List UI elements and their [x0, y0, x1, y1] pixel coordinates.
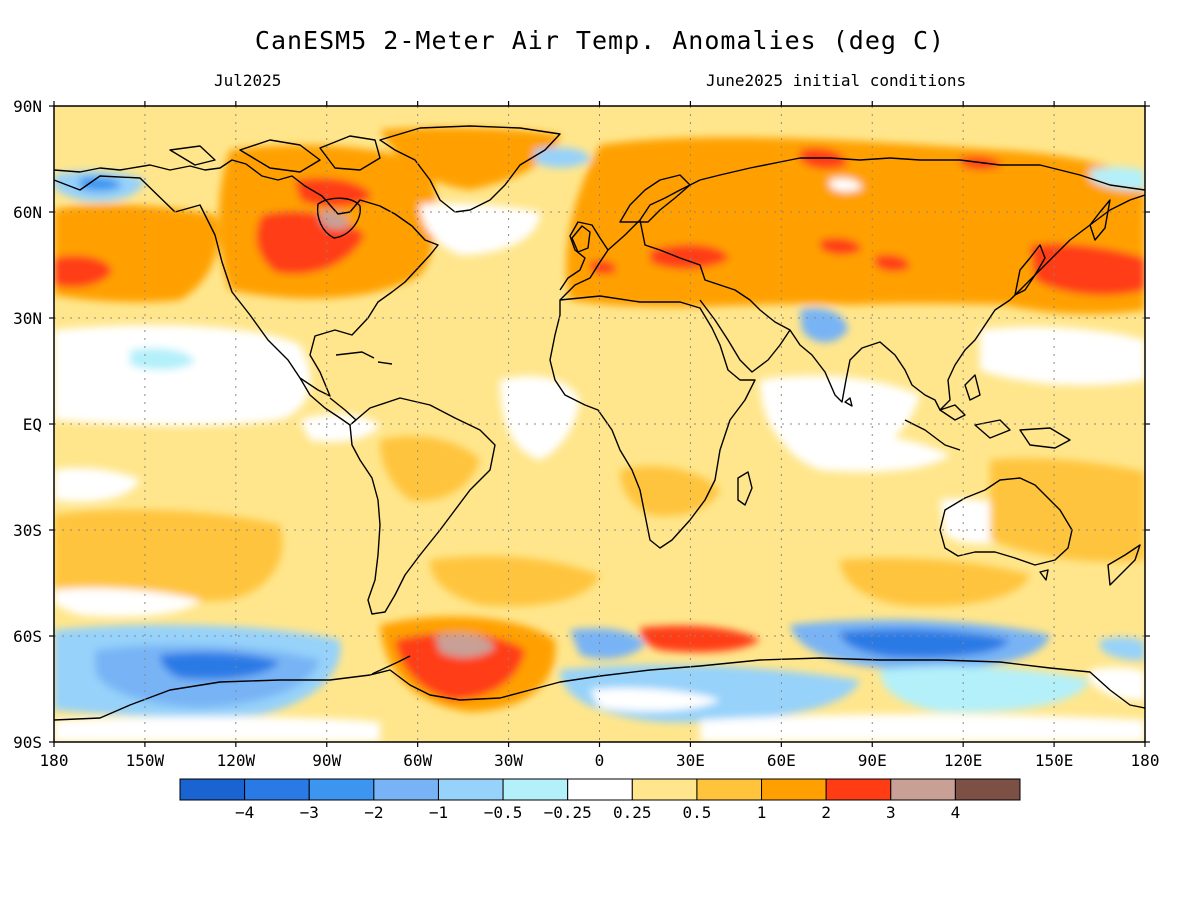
colorbar-label: −0.5 [484, 803, 523, 822]
colorbar-swatch [890, 778, 956, 801]
lat-label: 60S [13, 627, 42, 646]
colorbar-label: −3 [300, 803, 319, 822]
lon-label: 120E [944, 751, 983, 770]
lon-label: 90W [312, 751, 341, 770]
colorbar-label: 3 [886, 803, 896, 822]
coastlines [54, 125, 1145, 721]
longitude-labels: 180 150W 120W 90W 60W 30W 0 30E 60E 90E 120E 150E 18… [40, 751, 1160, 770]
colorbar-swatch [954, 778, 1021, 801]
colorbar-swatch [179, 778, 246, 801]
colorbar-swatch [437, 778, 504, 801]
lon-label: 180 [40, 751, 69, 770]
colorbar-label: −2 [364, 803, 383, 822]
latitude-labels: 90N 60N 30N EQ 30S 60S 90S [13, 97, 42, 752]
colorbar-swatch [373, 778, 439, 801]
colorbar-label: 0.25 [613, 803, 652, 822]
colorbar-label: 4 [951, 803, 961, 822]
graticule [54, 106, 1145, 742]
colorbar-label: −4 [235, 803, 254, 822]
lat-label: 30N [13, 309, 42, 328]
colorbar-swatch [825, 778, 892, 801]
map-title: CanESM5 2-Meter Air Temp. Anomalies (deg… [254, 26, 946, 55]
colorbar-label: 1 [757, 803, 767, 822]
forecast-month: Jul2025 [214, 71, 282, 90]
lon-label: 60W [403, 751, 432, 770]
lon-label: 30E [676, 751, 705, 770]
lat-label: 90S [13, 733, 42, 752]
colorbar-swatch [244, 778, 310, 801]
lat-label: 60N [13, 203, 42, 222]
colorbar-swatch [502, 778, 569, 801]
colorbar-swatch [308, 778, 375, 801]
colorbar-swatch [567, 778, 633, 801]
colorbar-swatch [696, 778, 763, 801]
lon-label: 90E [858, 751, 887, 770]
lon-label: 150E [1035, 751, 1074, 770]
colorbar-swatch [761, 778, 827, 801]
colorbar-label: 0.5 [682, 803, 711, 822]
lon-label: 60E [767, 751, 796, 770]
lon-label: 180 [1131, 751, 1160, 770]
colorbar [179, 778, 1021, 801]
initial-conditions-label: June2025 initial conditions [706, 71, 967, 90]
lat-label: 90N [13, 97, 42, 116]
lat-label: 30S [13, 521, 42, 540]
colorbar-labels: −4 −3 −2 −1 −0.5 −0.25 0.25 0.5 1 2 3 4 [235, 803, 960, 822]
lon-label: 0 [595, 751, 605, 770]
colorbar-label: 2 [821, 803, 831, 822]
axis-ticks [49, 101, 1150, 747]
lat-label: EQ [23, 415, 42, 434]
colorbar-swatch [631, 778, 698, 801]
lon-label: 120W [217, 751, 256, 770]
colorbar-label: −0.25 [544, 803, 592, 822]
lon-label: 150W [126, 751, 165, 770]
lon-label: 30W [494, 751, 523, 770]
colorbar-label: −1 [429, 803, 448, 822]
